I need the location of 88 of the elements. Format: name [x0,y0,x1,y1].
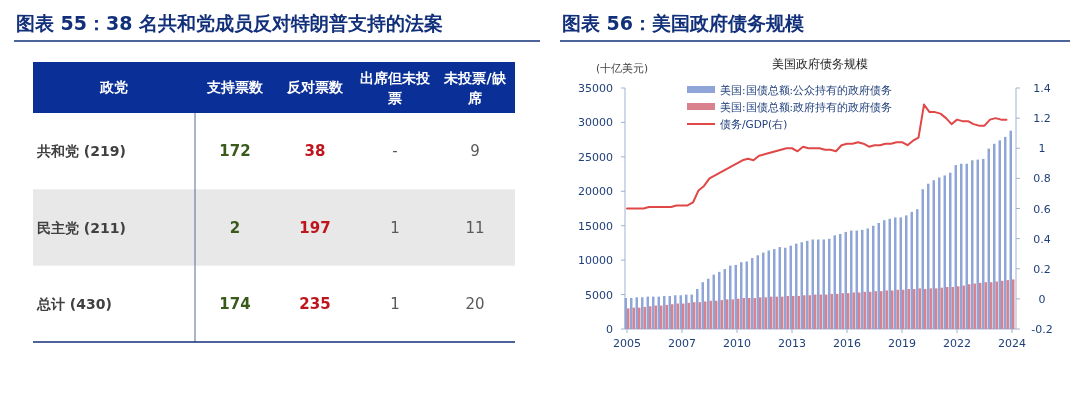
y-tick-label: 20000 [578,185,613,199]
bar [960,163,963,329]
category-label: 共和党 (219) [36,143,126,160]
y2-tick-label: -0.2 [1031,323,1053,336]
bar [927,183,930,329]
legend-label: 债务/GDP(右) [720,118,788,130]
line-series [626,103,1008,210]
bar [905,215,908,329]
bar [784,247,787,329]
bar [872,225,875,329]
x-tick-label: 2013 [778,337,806,350]
y2-tick-label: 1.4 [1033,82,1051,95]
data-label: 235 [299,294,331,313]
bar [696,289,699,329]
data-label: 38 [304,142,326,161]
legend-label: 美国:国债总额:政府持有的政府债务 [720,101,893,113]
category-label: 总计 (430) [36,295,112,312]
x-tick-label: 2016 [833,337,861,350]
text: 出席但未投票 [360,70,431,106]
x-tick-label: 2007 [668,337,696,350]
bar [806,240,809,329]
x-tick-label: 2019 [888,337,916,350]
y2-tick-label: 0.2 [1033,262,1051,276]
data-label: 20 [465,294,485,313]
y2-tick-label: 1.2 [1033,112,1051,126]
y-tick-label: 10000 [578,254,613,268]
y2-tick-label: 0.4 [1033,232,1051,246]
bar [1004,136,1007,329]
bar [630,298,633,329]
data-label: 174 [219,294,251,313]
y-axis-title: (十亿美元) [596,62,649,74]
data-label: 172 [219,142,251,161]
y2-tick-label: 0.6 [1033,202,1051,216]
bar [729,265,732,329]
text: 政党 [99,79,128,95]
bar [707,278,710,329]
x-tick-label: 2022 [943,337,971,350]
bar [817,239,820,329]
x-tick-label: 2005 [613,337,641,350]
y2-tick-label: 1 [1038,142,1046,156]
data-label: 11 [465,218,485,237]
y-tick-label: 15000 [578,219,613,233]
y2-tick-label: 0.8 [1033,172,1051,186]
bar [773,249,776,329]
bar [762,252,765,329]
bar [916,209,919,329]
bar [740,262,743,329]
bar [685,294,688,329]
bar [839,233,842,329]
y-tick-label: 25000 [578,150,613,164]
bar [751,258,754,329]
bar [894,217,897,329]
bar [663,295,666,329]
data-label: 197 [299,218,331,237]
chart-subtitle: 美国政府债务规模 [771,57,868,71]
bar [861,229,864,329]
text: 未投票/缺席 [443,70,507,106]
bar [938,177,941,329]
text: 反对票数 [286,79,344,95]
bar [982,158,985,329]
bar [641,297,644,329]
data-label: 1 [390,218,400,237]
bar [993,143,996,329]
bar [674,295,677,329]
bar [883,220,886,329]
bar [971,160,974,329]
data-label: 1 [390,294,400,313]
bar [718,271,721,329]
legend-label: 美国:国债总额:公众持有的政府债务 [720,84,893,96]
data-label: - [392,142,398,161]
bar [795,243,798,329]
y-tick-label: 30000 [578,116,613,130]
chart-title: 图表 56：美国政府债务规模 [562,12,805,34]
x-tick-label: 2024 [998,337,1026,350]
data-label: 9 [470,142,480,161]
x-tick-label: 2010 [723,337,751,350]
text: 图表 55：38 名共和党成员反对特朗普支持的法案 [16,12,444,34]
y2-tick-label: 0 [1038,292,1046,306]
category-label: 民主党 (211) [37,219,126,236]
bar [828,238,831,329]
data-label: 2 [229,218,241,237]
y-tick-label: 35000 [578,82,613,95]
bar [652,296,655,329]
text: 支持票数 [206,79,264,95]
y-tick-label: 0 [606,323,613,336]
bar [949,172,952,329]
bar [850,230,853,329]
y-tick-label: 5000 [585,288,613,302]
